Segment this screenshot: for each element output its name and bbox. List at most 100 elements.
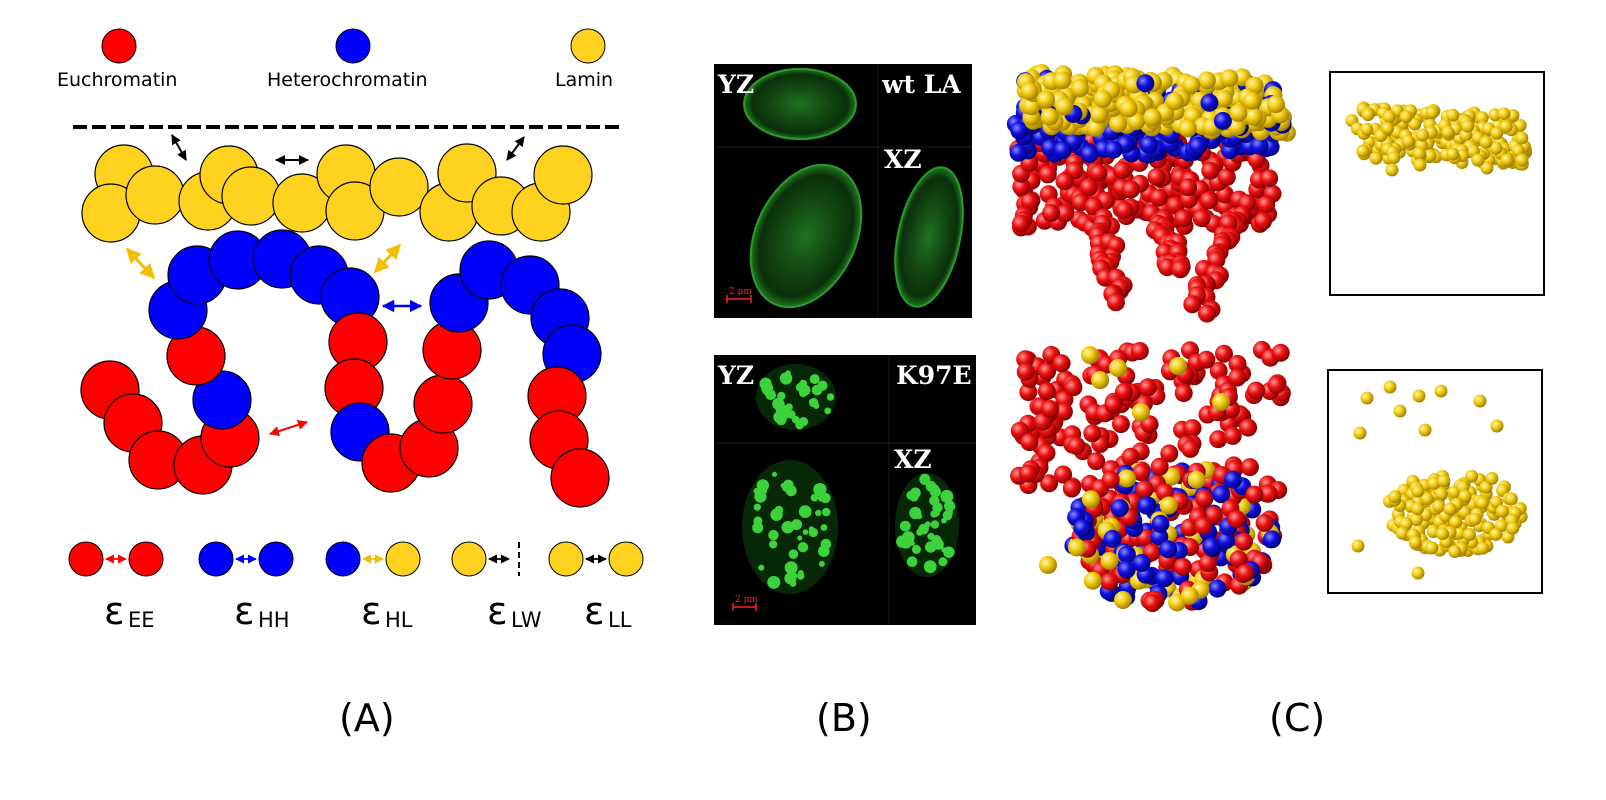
sim-globule-bead <box>1227 510 1246 529</box>
sim-lamin-only-bead <box>1395 526 1409 540</box>
sim-globule-bead <box>1117 469 1136 488</box>
sim-lamin-only-bead <box>1381 121 1394 135</box>
simulation-wt-all-beads <box>1006 64 1296 323</box>
sim-globule-bead <box>1083 571 1102 590</box>
sim-lamin-bead <box>1178 119 1197 138</box>
sim-globule-bead <box>1117 545 1136 564</box>
sim-euchromatin-bead <box>1111 415 1130 434</box>
sim-lamin-only-bead <box>1497 107 1511 121</box>
sim-lamin-bead <box>1182 75 1201 94</box>
sim-euchromatin-bead <box>1174 384 1193 403</box>
sim-lamin-bead <box>1169 357 1187 375</box>
focus-spot <box>919 473 931 485</box>
sim-euchromatin-bead <box>1198 304 1216 323</box>
sim-lamin-bead <box>1109 359 1127 377</box>
nucleus-wt-yz <box>743 68 857 140</box>
sim-euchromatin-bead <box>1257 195 1276 214</box>
focus-spot <box>810 493 819 502</box>
sim-globule-bead <box>1245 485 1264 504</box>
sim-euchromatin-bead <box>1037 382 1056 401</box>
sim-lamin-bead <box>1136 74 1155 93</box>
panel-a: Euchromatin Heterochromatin Lamin ε EE ε HH… <box>57 28 644 633</box>
focus-spot <box>798 505 812 518</box>
sim-lamin-only-bead <box>1471 153 1485 167</box>
sim-globule-bead <box>1073 519 1092 538</box>
focus-spot <box>813 402 820 409</box>
sim-globule-bead <box>1159 540 1178 559</box>
sim-globule-bead <box>1263 530 1282 549</box>
sim-lamin-only-bead <box>1441 125 1455 139</box>
focus-spot <box>942 510 953 521</box>
sim-lamin-only-bead <box>1475 111 1489 125</box>
sim-euchromatin-bead <box>1037 444 1056 462</box>
sim-euchromatin-bead <box>1040 474 1059 493</box>
sim-euchromatin-bead <box>1016 350 1035 369</box>
sim-lamin-only-bead <box>1515 131 1529 145</box>
sim-euchromatin-bead <box>1197 350 1216 369</box>
sim-globule-bead <box>1180 586 1199 605</box>
sim-euchromatin-bead <box>1217 168 1236 187</box>
sim-lamin-only-bead <box>1449 515 1463 529</box>
focus-spot <box>824 407 832 415</box>
sim-globule-bead <box>1067 538 1086 557</box>
sim-globule-bead <box>1150 457 1169 476</box>
nucleus-wt-xy <box>749 163 863 309</box>
sim-euchromatin-bead <box>1209 430 1228 449</box>
interaction-right-bead <box>128 541 164 577</box>
focus-spot <box>907 533 914 541</box>
sim-lamin-only-bead <box>1495 504 1509 518</box>
sim-lamin-only-bead <box>1452 526 1466 540</box>
sim-lamin-only-bead <box>1432 499 1446 513</box>
sim-euchromatin-bead <box>1019 383 1038 402</box>
simulation-wt-lamin-only <box>1345 101 1533 177</box>
sim-lamin-bead <box>1039 556 1057 574</box>
sim-euchromatin-bead <box>1067 436 1086 455</box>
sim-lamin-only-bead <box>1387 151 1401 165</box>
focus-spot <box>897 535 907 546</box>
focus-spot <box>944 500 956 512</box>
focus-spot <box>791 415 800 424</box>
focus-spot <box>779 407 791 419</box>
sim-lamin-bead <box>1197 71 1216 90</box>
sim-euchromatin-bead <box>1138 378 1157 397</box>
interaction-left-bead <box>451 541 487 577</box>
interaction-ll: ε LL <box>548 541 644 633</box>
sim-lamin-bead <box>1143 108 1162 127</box>
focus-spot <box>815 509 822 517</box>
focus-spot <box>820 492 831 504</box>
sim-lamin-only-bead <box>1489 141 1503 155</box>
sim-euchromatin-bead <box>1054 465 1073 484</box>
wt-condition: wt LA <box>881 70 961 99</box>
focus-spot <box>798 384 811 396</box>
k97e-view-yz: YZ <box>717 361 754 390</box>
sim-euchromatin-bead <box>1087 452 1106 471</box>
interaction-legend: ε EE ε HH ε HL ε LW ε LL <box>68 541 644 633</box>
sim-euchromatin-bead <box>1011 214 1030 233</box>
sim-lamin-only-bead <box>1382 110 1396 124</box>
sim-globule-bead <box>1195 489 1214 508</box>
sim-euchromatin-bead <box>1239 418 1258 437</box>
interaction-left-bead <box>68 541 104 577</box>
focus-spot <box>808 527 818 538</box>
euchromatin-bead <box>413 374 473 434</box>
interaction-symbol: ε <box>234 589 255 633</box>
focus-spot <box>784 561 798 575</box>
sim-euchromatin-bead <box>1160 444 1179 463</box>
interaction-symbol: ε <box>584 589 605 633</box>
sim-lamin-only-bead <box>1411 484 1425 498</box>
focus-spot <box>826 393 835 401</box>
sim-euchromatin-bead <box>1055 172 1074 191</box>
focus-spot <box>785 485 797 497</box>
sim-lamin-only-bead <box>1369 151 1383 165</box>
panel-c <box>1006 64 1545 613</box>
sim-lamin-only-bead <box>1351 539 1365 553</box>
sim-euchromatin-bead <box>1079 178 1098 197</box>
sim-heterochromatin-bead <box>1009 143 1028 162</box>
panel-label-c: (C) <box>1269 696 1325 740</box>
sim-lamin-only-bead <box>1360 391 1374 405</box>
sim-euchromatin-bead <box>1183 295 1202 314</box>
sim-euchromatin-bead <box>1052 354 1071 373</box>
sim-globule-bead <box>1137 496 1156 515</box>
sim-lamin-only-bead <box>1476 496 1489 510</box>
